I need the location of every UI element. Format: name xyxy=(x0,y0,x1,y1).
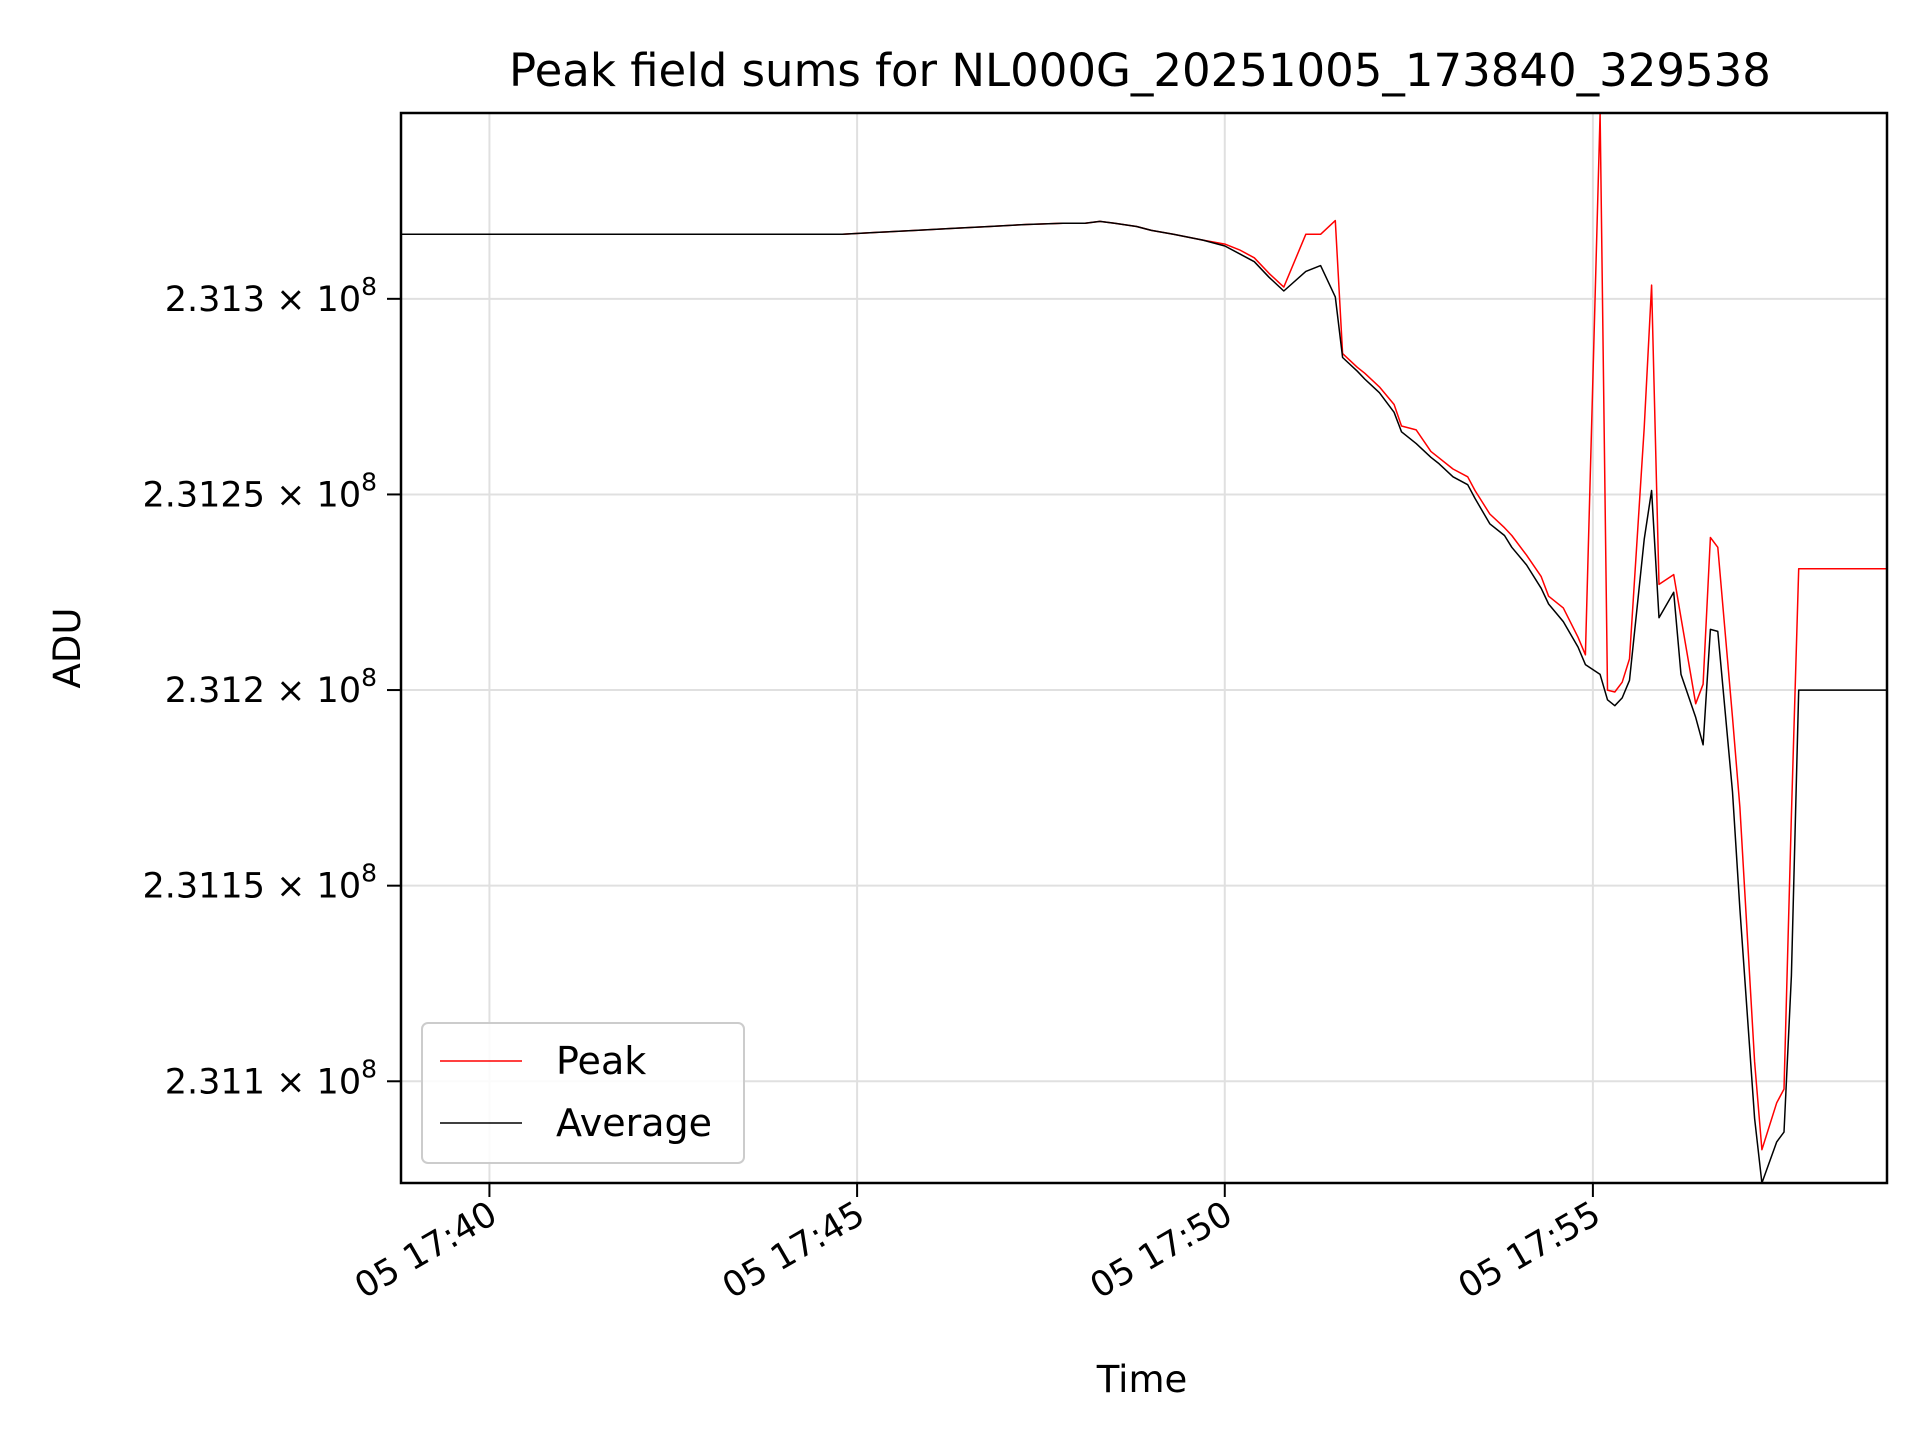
y-tick-multiplier: × 10 xyxy=(276,280,361,320)
y-tick-multiplier: × 10 xyxy=(276,475,361,515)
y-tick-label: 2.312 × 108 xyxy=(165,663,377,711)
legend-label-average: Average xyxy=(556,1101,712,1145)
y-tick-exponent: 8 xyxy=(361,663,377,692)
y-tick-exponent: 8 xyxy=(361,859,377,888)
y-tick-mantissa: 2.311 xyxy=(165,1062,276,1102)
y-tick-exponent: 8 xyxy=(361,272,377,301)
y-axis-label: ADU xyxy=(46,608,89,689)
legend-box xyxy=(421,1022,745,1164)
chart-title: Peak field sums for NL000G_20251005_1738… xyxy=(509,44,1771,97)
y-tick-label: 2.3125 × 108 xyxy=(143,467,378,515)
y-tick-multiplier: × 10 xyxy=(276,867,361,907)
y-tick-multiplier: × 10 xyxy=(276,1062,361,1102)
legend-label-peak: Peak xyxy=(556,1039,646,1083)
y-tick-label: 2.311 × 108 xyxy=(165,1054,377,1102)
y-tick-exponent: 8 xyxy=(361,467,377,496)
y-tick-mantissa: 2.313 xyxy=(165,280,276,320)
y-tick-mantissa: 2.3115 xyxy=(143,867,277,907)
plot-frame xyxy=(399,111,1889,1185)
y-tick-mantissa: 2.312 xyxy=(165,671,276,711)
y-tick-label: 2.3115 × 108 xyxy=(143,859,378,907)
y-tick-label: 2.313 × 108 xyxy=(165,272,377,320)
series-lines xyxy=(401,112,1887,1184)
y-tick-exponent: 8 xyxy=(361,1054,377,1083)
x-axis-label: Time xyxy=(1096,1358,1188,1401)
series-line-average xyxy=(401,220,1887,1184)
legend: Peak Average xyxy=(421,1022,745,1164)
y-tick-mantissa: 2.3125 xyxy=(143,475,277,515)
y-tick-multiplier: × 10 xyxy=(276,671,361,711)
